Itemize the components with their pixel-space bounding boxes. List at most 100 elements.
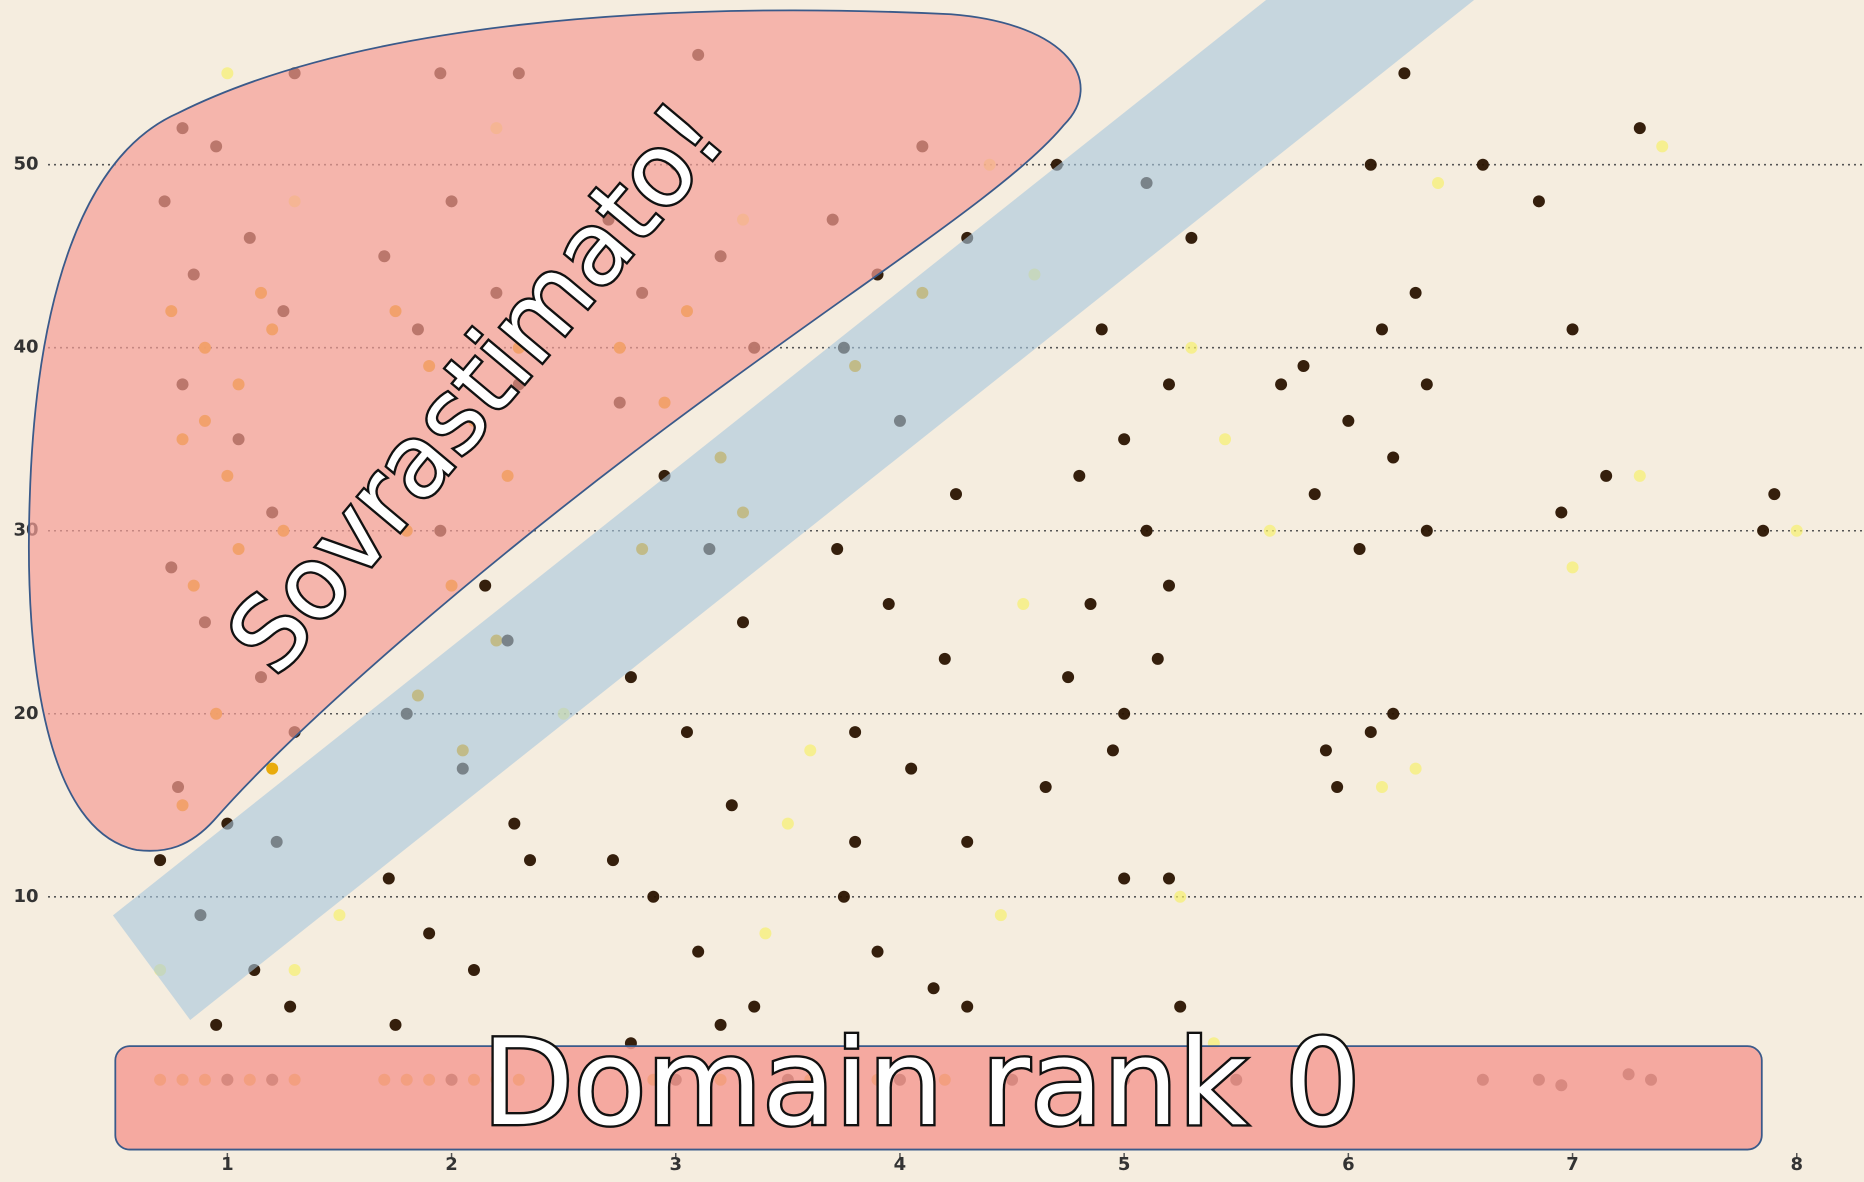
point	[1555, 506, 1568, 519]
point	[382, 872, 395, 885]
point	[1398, 67, 1411, 80]
point	[831, 543, 844, 556]
point	[288, 963, 301, 976]
point	[1633, 122, 1646, 135]
point	[1600, 469, 1613, 482]
point	[1432, 177, 1445, 190]
point	[479, 579, 492, 592]
point	[284, 1000, 297, 1013]
point	[1162, 378, 1175, 391]
point	[961, 835, 974, 848]
annotation: Domain rank 0	[482, 1015, 1360, 1153]
point	[1174, 890, 1187, 903]
point	[1331, 780, 1344, 793]
point	[1409, 762, 1422, 775]
point	[1308, 488, 1321, 501]
overestimate-region	[27, 9, 1082, 852]
point	[680, 726, 693, 739]
point	[1566, 561, 1579, 574]
point	[508, 817, 521, 830]
point	[849, 835, 862, 848]
x-tick-label: 3	[669, 1154, 682, 1175]
point	[748, 1000, 761, 1013]
point	[1757, 524, 1770, 537]
point	[389, 1018, 402, 1031]
point	[882, 597, 895, 610]
point	[606, 854, 619, 867]
point	[1118, 872, 1131, 885]
overlay: Sovrastimato! Domain rank 0	[27, 0, 1763, 1155]
point	[1185, 231, 1198, 244]
point	[154, 854, 167, 867]
point	[1219, 433, 1232, 446]
point	[849, 726, 862, 739]
point	[1375, 780, 1388, 793]
x-tick-label: 4	[894, 1154, 907, 1175]
point	[333, 909, 346, 922]
point	[1342, 414, 1355, 427]
x-tick-label: 1	[221, 1154, 234, 1175]
x-tick-label: 8	[1790, 1154, 1803, 1175]
point	[1319, 744, 1332, 757]
point	[1375, 323, 1388, 336]
point	[759, 927, 772, 940]
point	[1656, 140, 1669, 153]
trend-band	[112, 0, 1475, 1020]
point	[961, 1000, 974, 1013]
point	[266, 762, 279, 775]
point	[725, 799, 738, 812]
point	[1633, 469, 1646, 482]
point	[423, 927, 436, 940]
rank0-region	[114, 1045, 1763, 1151]
point	[938, 652, 951, 665]
point	[1140, 524, 1153, 537]
y-tick-label: 10	[13, 886, 38, 907]
point	[221, 67, 234, 80]
point	[210, 1018, 223, 1031]
point	[1420, 524, 1433, 537]
point	[692, 945, 705, 958]
point	[1353, 543, 1366, 556]
point	[950, 488, 962, 501]
point	[1095, 323, 1108, 336]
point	[1420, 378, 1433, 391]
point	[647, 890, 660, 903]
point	[871, 945, 884, 958]
point	[1790, 524, 1803, 537]
point	[905, 762, 918, 775]
point	[837, 890, 850, 903]
point	[1387, 707, 1400, 720]
point	[781, 817, 794, 830]
point	[1476, 158, 1489, 171]
point	[1084, 597, 1097, 610]
point	[714, 1018, 727, 1031]
point	[804, 744, 817, 757]
point	[1364, 726, 1377, 739]
point	[1532, 195, 1545, 208]
x-tick-label: 7	[1566, 1154, 1579, 1175]
point	[524, 854, 537, 867]
x-tick-label: 2	[445, 1154, 458, 1175]
y-tick-label: 20	[13, 703, 38, 724]
y-tick-label: 40	[13, 337, 38, 358]
point	[1062, 671, 1075, 684]
point	[1275, 378, 1288, 391]
point	[467, 963, 480, 976]
point	[1162, 579, 1175, 592]
point	[1017, 597, 1030, 610]
point	[994, 909, 1007, 922]
point	[1039, 780, 1052, 793]
point	[1185, 341, 1198, 354]
point	[737, 616, 750, 629]
point	[1162, 872, 1175, 885]
point	[1263, 524, 1276, 537]
point	[1151, 652, 1164, 665]
point	[1768, 488, 1781, 501]
point	[1566, 323, 1579, 336]
point	[624, 671, 637, 684]
x-tick-label: 5	[1118, 1154, 1131, 1175]
point	[1106, 744, 1119, 757]
point	[1073, 469, 1086, 482]
y-tick-label: 50	[13, 154, 38, 175]
